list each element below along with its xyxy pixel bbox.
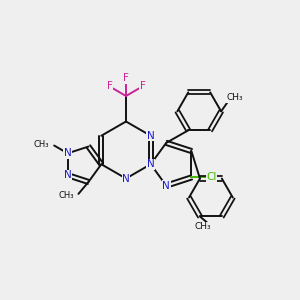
Text: Cl: Cl bbox=[207, 172, 217, 182]
Text: CH₃: CH₃ bbox=[227, 93, 243, 102]
Text: F: F bbox=[123, 73, 129, 83]
Text: N: N bbox=[64, 148, 71, 158]
Text: CH₃: CH₃ bbox=[194, 222, 211, 231]
Text: F: F bbox=[140, 81, 146, 92]
Text: N: N bbox=[147, 131, 154, 141]
Text: CH₃: CH₃ bbox=[34, 140, 50, 148]
Text: CH₃: CH₃ bbox=[58, 191, 74, 200]
Text: F: F bbox=[106, 81, 112, 92]
Text: N: N bbox=[162, 181, 170, 190]
Text: N: N bbox=[122, 173, 130, 184]
Text: N: N bbox=[64, 170, 71, 180]
Text: N: N bbox=[147, 159, 154, 169]
